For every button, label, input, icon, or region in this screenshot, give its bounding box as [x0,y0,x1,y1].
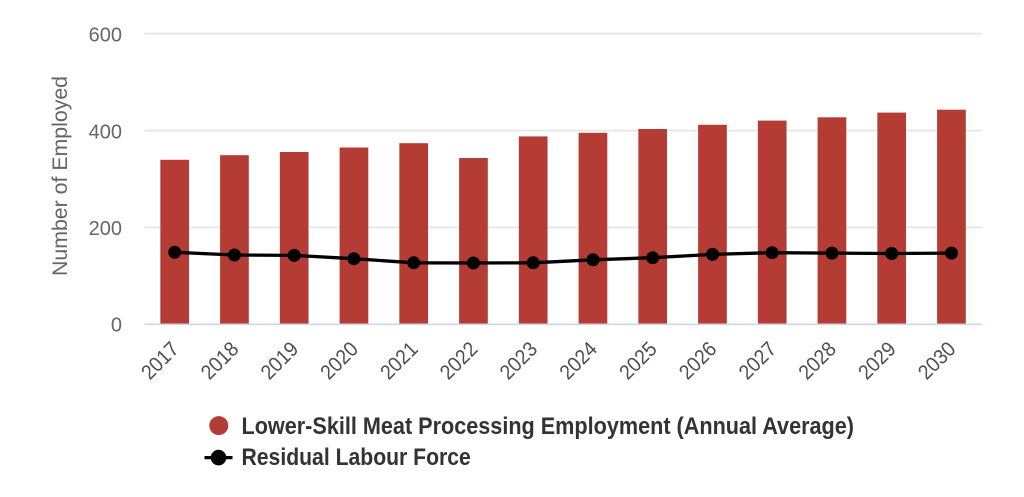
svg-text:200: 200 [89,218,122,240]
svg-text:Residual Labour Force: Residual Labour Force [242,444,471,471]
svg-text:Number of Employed: Number of Employed [48,76,72,276]
svg-text:0: 0 [111,315,122,337]
svg-text:600: 600 [89,25,122,47]
svg-text:400: 400 [89,121,122,143]
svg-text:Lower-Skill Meat Processing Em: Lower-Skill Meat Processing Employment (… [242,413,855,440]
